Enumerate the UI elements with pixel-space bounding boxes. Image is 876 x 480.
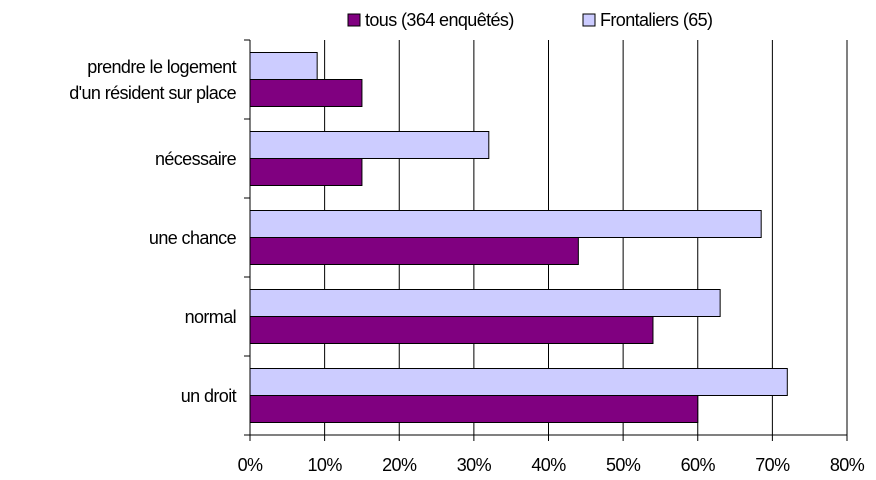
y-tick-label: nécessaire [154,148,237,169]
x-tick-label: 40% [531,455,566,475]
y-tick-label: une chance [148,227,237,248]
bar [249,158,363,186]
x-tick-label: 30% [457,455,492,475]
bar [249,210,762,238]
x-tick-label: 50% [606,455,641,475]
x-tick-label: 70% [755,455,790,475]
x-tick-label: 80% [830,455,865,475]
legend-swatch [347,13,361,27]
y-tick-label: un droit [180,385,237,406]
bar [249,131,490,159]
bar [249,395,699,423]
bar [249,368,788,396]
x-tick-label: 20% [382,455,417,475]
legend-label: Frontaliers (65) [600,10,712,30]
y-tick-label: prendre le logement d'un résident sur pl… [69,56,236,103]
bar [249,79,363,107]
bar [249,52,318,80]
bar [249,316,654,344]
bar [249,289,721,317]
x-tick-label: 60% [681,455,716,475]
bar [249,237,579,265]
x-tick-label: 0% [238,455,263,475]
x-tick-label: 10% [308,455,343,475]
legend-label: tous (364 enquêtés) [365,10,514,30]
y-tick-label: normal [184,306,237,327]
legend-swatch [582,13,596,27]
